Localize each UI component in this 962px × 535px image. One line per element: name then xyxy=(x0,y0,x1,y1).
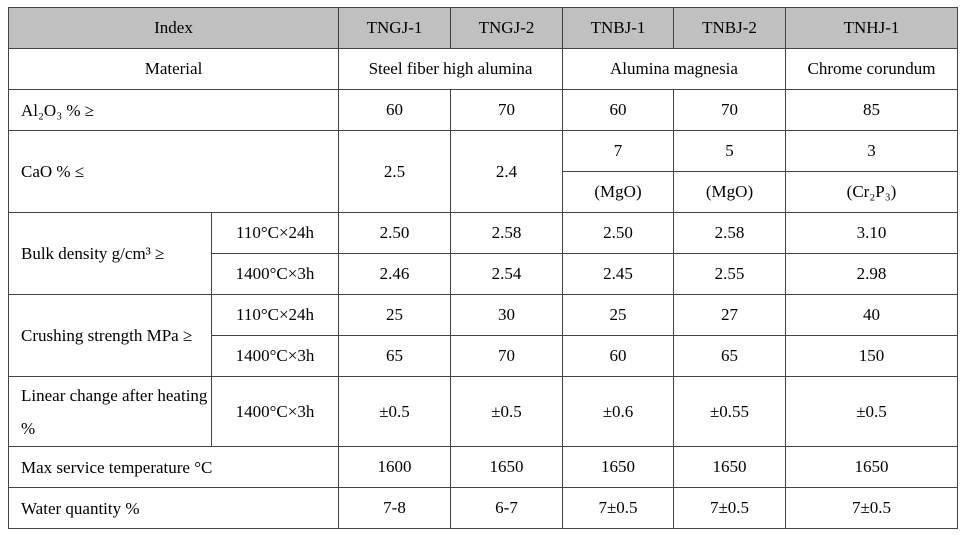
header-cell: TNHJ-1 xyxy=(785,7,958,49)
cell: Linear change after heating % xyxy=(8,376,212,447)
cell: 2.46 xyxy=(338,253,451,295)
cell: 70 xyxy=(450,89,563,131)
cell: 1650 xyxy=(562,446,674,488)
row: CaO % ≤ 2.5 2.4 7 5 3 xyxy=(8,130,958,213)
cell: Water quantity % xyxy=(8,487,339,529)
cell: 110°C×24h xyxy=(211,294,339,336)
header-cell: TNGJ-2 xyxy=(450,7,563,49)
cell: 2.58 xyxy=(673,212,786,254)
cell: 1400°C×3h xyxy=(211,253,339,295)
cell: ±0.5 xyxy=(785,376,958,447)
cell: Alumina magnesia xyxy=(562,48,786,90)
cell: 7 xyxy=(562,130,674,172)
row: 1400°C×3h 2.46 2.54 2.45 2.55 2.98 xyxy=(9,253,958,295)
cell: ±0.55 xyxy=(673,376,786,447)
cell: 1600 xyxy=(338,446,451,488)
cell: ±0.5 xyxy=(450,376,563,447)
cell: 2.58 xyxy=(450,212,563,254)
cell: (Cr₂P₃) xyxy=(785,171,958,213)
cell: 40 xyxy=(785,294,958,336)
row: Linear change after heating % 1400°C×3h … xyxy=(8,376,958,447)
row: Water quantity % 7-8 6-7 7±0.5 7±0.5 7±0… xyxy=(8,487,958,529)
spec-table: Index TNGJ-1 TNGJ-2 TNBJ-1 TNBJ-2 TNHJ-1… xyxy=(8,7,958,529)
cell: 2.50 xyxy=(338,212,451,254)
cell: 60 xyxy=(562,335,674,377)
cell: 2.5 xyxy=(338,130,451,213)
cell: 110°C×24h xyxy=(211,212,339,254)
cell: 1400°C×3h xyxy=(211,376,339,447)
cell: 70 xyxy=(450,335,563,377)
cell: 27 xyxy=(673,294,786,336)
cell: (MgO) xyxy=(562,171,674,213)
row: Crushing strength MPa ≥ 110°C×24h 25 30 … xyxy=(8,294,958,377)
cell: Al₂O₃ % ≥ xyxy=(8,89,339,131)
cell: 3.10 xyxy=(785,212,958,254)
header-cell: Index xyxy=(8,7,339,49)
row: Material Steel fiber high alumina Alumin… xyxy=(8,48,958,90)
cell: 1650 xyxy=(450,446,563,488)
cell: 60 xyxy=(562,89,674,131)
cell: 7±0.5 xyxy=(673,487,786,529)
cell: ±0.6 xyxy=(562,376,674,447)
cell: 7±0.5 xyxy=(785,487,958,529)
cell: Crushing strength MPa ≥ xyxy=(8,294,212,377)
cell: 2.4 xyxy=(450,130,563,213)
cell: 1650 xyxy=(673,446,786,488)
cell: 25 xyxy=(562,294,674,336)
row: (MgO) (MgO) (Cr₂P₃) xyxy=(9,171,958,213)
header-cell: TNGJ-1 xyxy=(338,7,451,49)
row: Bulk density g/cm³ ≥ 110°C×24h 2.50 2.58… xyxy=(8,212,958,295)
cell: 6-7 xyxy=(450,487,563,529)
cell: 2.50 xyxy=(562,212,674,254)
cell: CaO % ≤ xyxy=(8,130,339,213)
cell: 1650 xyxy=(785,446,958,488)
cell: 3 xyxy=(785,130,958,172)
header-cell: TNBJ-2 xyxy=(673,7,786,49)
cell: 70 xyxy=(673,89,786,131)
cell: 7±0.5 xyxy=(562,487,674,529)
cell: 25 xyxy=(338,294,451,336)
cell: 30 xyxy=(450,294,563,336)
cell: 65 xyxy=(673,335,786,377)
row: 1400°C×3h 65 70 60 65 150 xyxy=(9,335,958,377)
cell: 65 xyxy=(338,335,451,377)
cell: 85 xyxy=(785,89,958,131)
cell: 2.45 xyxy=(562,253,674,295)
cell: (MgO) xyxy=(673,171,786,213)
cell: 2.55 xyxy=(673,253,786,295)
cell: Chrome corundum xyxy=(785,48,958,90)
cell: Max service temperature °C xyxy=(8,446,339,488)
cell: ±0.5 xyxy=(338,376,451,447)
header-cell: TNBJ-1 xyxy=(562,7,674,49)
cell: 7-8 xyxy=(338,487,451,529)
cell: Bulk density g/cm³ ≥ xyxy=(8,212,212,295)
cell: Steel fiber high alumina xyxy=(338,48,563,90)
row: Al₂O₃ % ≥ 60 70 60 70 85 xyxy=(8,89,958,131)
cell: 5 xyxy=(673,130,786,172)
cell: 150 xyxy=(785,335,958,377)
cell: 2.98 xyxy=(785,253,958,295)
cell: 60 xyxy=(338,89,451,131)
cell: Material xyxy=(8,48,339,90)
cell: 1400°C×3h xyxy=(211,335,339,377)
header-row: Index TNGJ-1 TNGJ-2 TNBJ-1 TNBJ-2 TNHJ-1 xyxy=(8,7,958,49)
cell: 2.54 xyxy=(450,253,563,295)
row: Max service temperature °C 1600 1650 165… xyxy=(8,446,958,488)
